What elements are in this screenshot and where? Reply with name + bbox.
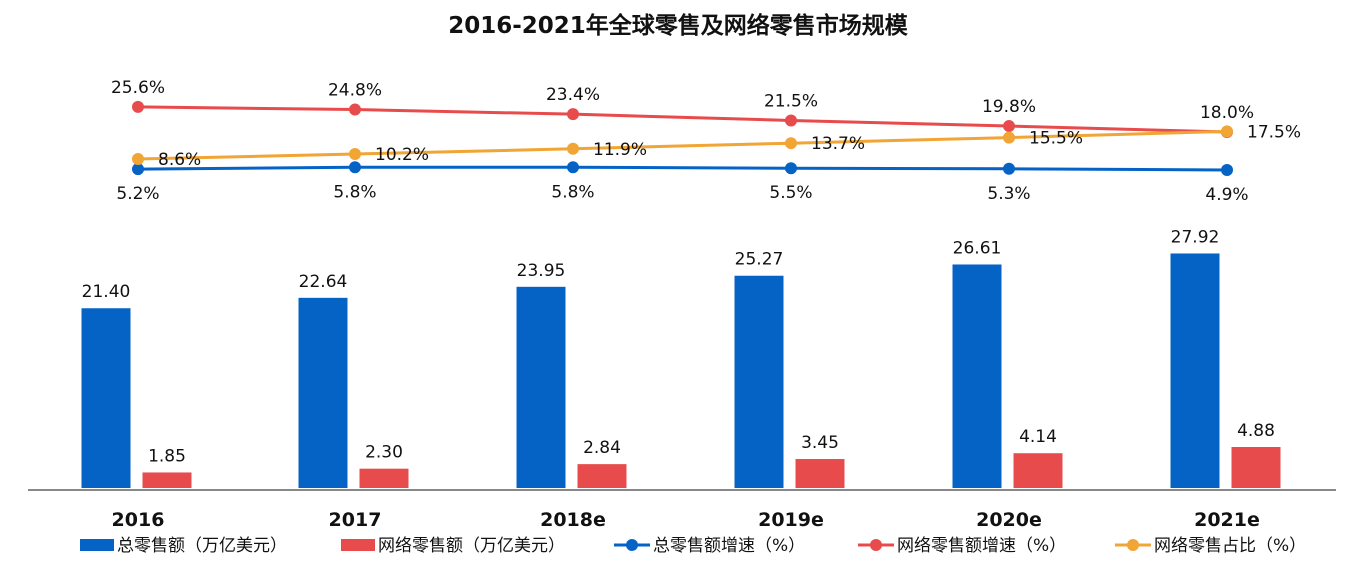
bar-label: 2.30 <box>365 443 403 463</box>
line-label: 23.4% <box>546 85 600 105</box>
line-marker <box>349 103 361 116</box>
chart-title: 2016-2021年全球零售及网络零售市场规模 <box>448 12 909 39</box>
line-marker <box>1003 120 1015 133</box>
bar-label: 26.61 <box>953 238 1002 258</box>
bar-online-2016 <box>142 472 192 488</box>
line-marker <box>1003 131 1015 144</box>
line-marker <box>785 137 797 150</box>
line-marker <box>567 108 579 121</box>
bar-total-2017 <box>298 297 348 488</box>
line-label: 5.8% <box>551 182 594 202</box>
bar-label: 27.92 <box>1171 227 1220 247</box>
bar-online-2021e <box>1231 447 1281 488</box>
x-tick-label: 2019e <box>758 509 824 531</box>
x-tick-label: 2021e <box>1194 509 1260 531</box>
legend-label: 总零售额增速（%） <box>653 536 805 556</box>
bar-total-2019e <box>734 275 784 488</box>
line-marker <box>1221 164 1233 176</box>
line-label: 17.5% <box>1247 122 1301 142</box>
line-label: 25.6% <box>111 78 165 98</box>
legend-swatch <box>80 539 114 551</box>
line-label: 13.7% <box>811 134 865 154</box>
line-marker <box>349 161 361 174</box>
line-label: 10.2% <box>375 145 429 165</box>
line-label: 15.5% <box>1029 129 1083 149</box>
bar-total-2016 <box>81 308 131 488</box>
line-label: 4.9% <box>1205 185 1248 205</box>
line-marker <box>132 163 144 176</box>
line-series-2 <box>137 165 1228 172</box>
x-tick-label: 2016 <box>112 509 165 531</box>
legend-marker <box>1127 539 1139 551</box>
bar-label: 22.64 <box>299 272 348 292</box>
line-series-4 <box>137 129 1228 161</box>
line-label: 5.8% <box>333 182 376 202</box>
bar-online-2017 <box>359 468 409 488</box>
bar-online-2018e <box>577 464 627 488</box>
bar-label: 25.27 <box>735 250 784 270</box>
legend-label: 总零售额（万亿美元） <box>117 536 287 556</box>
legend-label: 网络零售额（万亿美元） <box>378 536 565 556</box>
line-marker <box>1003 162 1015 175</box>
legend-label: 网络零售占比（%） <box>1154 536 1306 556</box>
line-label: 19.8% <box>982 97 1036 117</box>
line-marker <box>785 114 797 127</box>
line-label: 11.9% <box>593 140 647 160</box>
line-marker <box>567 161 579 174</box>
bar-label: 4.14 <box>1019 427 1057 447</box>
line-marker <box>132 153 144 165</box>
line-label: 8.6% <box>158 150 201 170</box>
bar-label: 2.84 <box>583 438 621 458</box>
legend-label: 网络零售额增速（%） <box>897 536 1066 556</box>
line-marker <box>349 148 361 161</box>
legend-marker <box>626 539 638 551</box>
line-label: 21.5% <box>764 91 818 111</box>
bar-total-2018e <box>516 286 566 488</box>
bar-label: 1.85 <box>148 446 186 466</box>
x-tick-label: 2017 <box>329 509 382 531</box>
bar-label: 4.88 <box>1237 421 1275 441</box>
bar-label: 23.95 <box>517 261 566 281</box>
bar-label: 21.40 <box>82 282 131 302</box>
line-label: 18.0% <box>1200 103 1254 123</box>
line-series-3 <box>137 105 1228 134</box>
bar-total-2021e <box>1170 253 1220 488</box>
legend-marker <box>870 539 882 551</box>
line-label: 5.3% <box>987 184 1030 204</box>
bar-online-2020e <box>1013 453 1063 488</box>
line-label: 5.2% <box>116 184 159 204</box>
line-label: 24.8% <box>328 81 382 101</box>
bar-total-2020e <box>952 264 1002 488</box>
legend-swatch <box>341 539 375 551</box>
line-marker <box>1221 125 1233 138</box>
bar-online-2019e <box>795 459 845 488</box>
line-marker <box>567 142 579 155</box>
line-marker <box>132 100 144 113</box>
x-tick-label: 2020e <box>976 509 1042 531</box>
line-label: 5.5% <box>769 183 812 203</box>
bar-label: 3.45 <box>801 433 839 453</box>
line-marker <box>785 162 797 175</box>
x-tick-label: 2018e <box>540 509 606 531</box>
